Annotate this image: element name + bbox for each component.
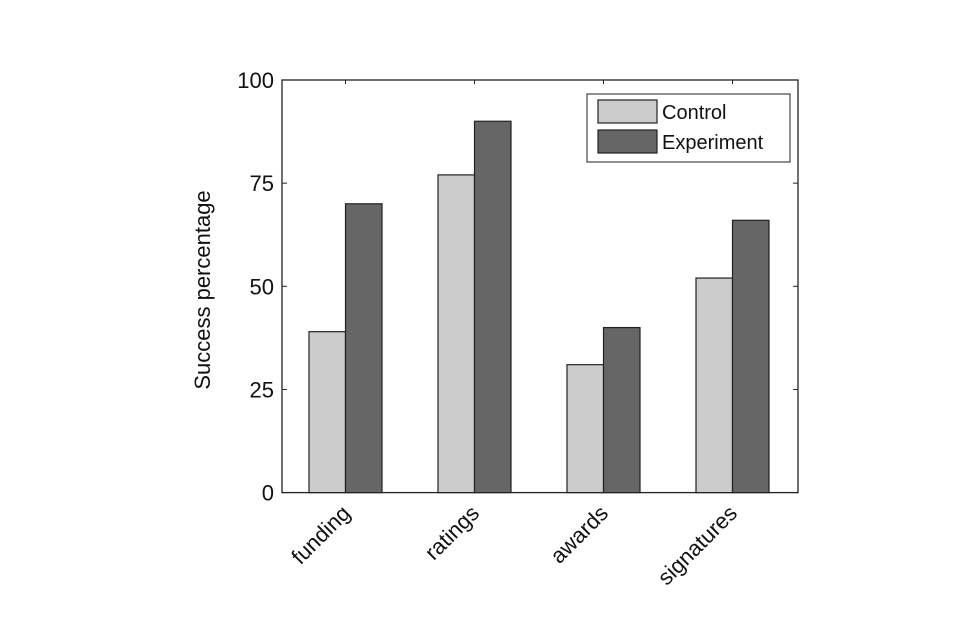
- bar-control-ratings: [437, 174, 476, 494]
- legend-swatch-control: [597, 99, 658, 124]
- bar-experiment-funding: [344, 203, 383, 494]
- bar-experiment-signatures: [731, 219, 770, 494]
- x-tick-label: funding: [286, 500, 355, 569]
- legend-label-experiment: Experiment: [662, 132, 764, 154]
- x-tick-label: awards: [545, 500, 613, 568]
- y-tick-label: 100: [237, 68, 274, 93]
- bar-control-signatures: [695, 277, 734, 494]
- bar-experiment-ratings: [473, 120, 512, 494]
- bar-control-funding: [308, 331, 347, 494]
- y-axis-label: Success percentage: [190, 190, 215, 389]
- y-tick-label: 0: [262, 481, 274, 506]
- y-tick-label: 50: [250, 274, 274, 299]
- x-tick-label: signatures: [653, 500, 742, 589]
- legend-swatch-experiment: [597, 129, 658, 154]
- y-tick-label: 25: [250, 377, 274, 402]
- bar-experiment-awards: [602, 326, 641, 494]
- y-tick-label: 75: [250, 171, 274, 196]
- bar-control-awards: [566, 364, 605, 494]
- x-tick-label: ratings: [420, 500, 484, 564]
- legend-label-control: Control: [662, 102, 726, 124]
